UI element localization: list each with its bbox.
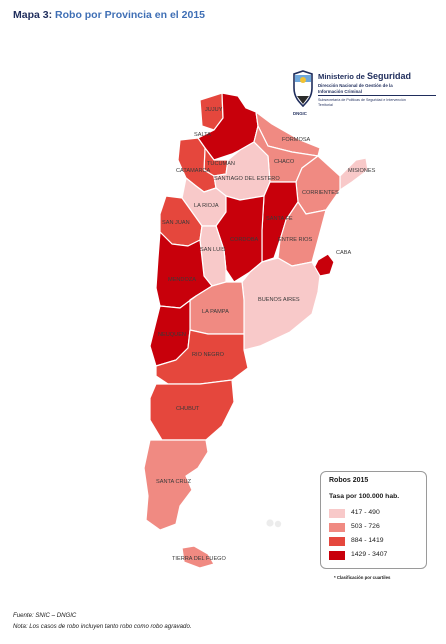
dngic-acronym: DNGIC bbox=[293, 111, 307, 116]
province-label-formosa: FORMOSA bbox=[282, 137, 311, 143]
province-cordoba[interactable] bbox=[215, 195, 265, 283]
province-label-corrientes: CORRIENTES bbox=[302, 190, 339, 196]
ministry-logo: Ministerio de Seguridad Dirección Nacion… bbox=[290, 70, 440, 122]
legend-swatch-2 bbox=[329, 523, 345, 532]
legend-swatch-1 bbox=[329, 509, 345, 518]
province-label-rio-negro: RIO NEGRO bbox=[192, 352, 225, 358]
ministry-name: Ministerio de Seguridad bbox=[318, 71, 411, 81]
logo-divider bbox=[318, 95, 436, 96]
province-label-tierra-del-fuego: TIERRA DEL FUEGO bbox=[172, 556, 227, 562]
footer-note: Nota: Los casos de robo incluyen tanto r… bbox=[13, 623, 192, 630]
province-tierra-del-fuego[interactable] bbox=[181, 545, 215, 569]
province-chubut[interactable] bbox=[149, 379, 235, 441]
title-separator: : bbox=[48, 9, 56, 21]
map-number: Mapa 3 bbox=[13, 9, 49, 21]
province-buenos-aires[interactable] bbox=[241, 257, 321, 351]
source-note: Fuente: SNIC – DNGIC bbox=[13, 612, 77, 619]
subsecretariat-line2: Territorial bbox=[318, 103, 333, 107]
legend-swatch-4 bbox=[329, 551, 345, 560]
province-label-santa-cruz: SANTA CRUZ bbox=[156, 479, 192, 485]
legend-label-3: 884 - 1419 bbox=[351, 537, 384, 544]
province-label-san-juan: SAN JUAN bbox=[162, 220, 190, 226]
province-label-buenos-aires: BUENOS AIRES bbox=[258, 297, 300, 303]
province-label-san-luis: SAN LUIS bbox=[200, 247, 226, 253]
province-misiones[interactable] bbox=[339, 157, 369, 191]
province-label-caba: CABA bbox=[336, 250, 352, 256]
map-title-text: Robo por Provincia en el 2015 bbox=[55, 9, 205, 21]
province-label-neuquen: NEUQUEN bbox=[158, 332, 186, 338]
province-label-la-pampa: LA PAMPA bbox=[202, 309, 229, 315]
province-label-chaco: CHACO bbox=[274, 159, 295, 165]
province-label-salta: SALTA bbox=[194, 132, 211, 138]
province-label-misiones: MISIONES bbox=[348, 168, 376, 174]
province-label-la-rioja: LA RIOJA bbox=[194, 203, 219, 209]
legend-swatch-3 bbox=[329, 537, 345, 546]
directorate-line2: Información Criminal bbox=[318, 89, 362, 94]
province-label-tucuman: TUCUMAN bbox=[207, 161, 235, 167]
malvinas-islands-east bbox=[274, 520, 282, 528]
province-salta[interactable] bbox=[197, 92, 259, 161]
classification-note: * Clasificación por cuartiles bbox=[334, 575, 391, 580]
province-label-santa-fe: SANTA FE bbox=[266, 216, 293, 222]
malvinas-islands bbox=[266, 519, 274, 527]
legend-label-1: 417 - 490 bbox=[351, 509, 380, 516]
subsecretariat-line1: Subsecretaría de Políticas de Seguridad … bbox=[318, 98, 406, 102]
province-santa-cruz[interactable] bbox=[143, 439, 209, 531]
province-label-chubut: CHUBUT bbox=[176, 406, 200, 412]
map-title: Mapa 3: Robo por Provincia en el 2015 bbox=[13, 9, 205, 21]
province-label-jujuy: JUJUY bbox=[205, 107, 223, 113]
province-entre-rios[interactable] bbox=[277, 201, 327, 267]
legend-subtitle: Tasa por 100.000 hab. bbox=[329, 493, 400, 500]
province-label-mendoza: MENDOZA bbox=[168, 277, 196, 283]
coat-of-arms-icon bbox=[293, 70, 313, 108]
province-label-catamarca: CATAMARCA bbox=[176, 168, 211, 174]
legend-title: Robos 2015 bbox=[329, 477, 369, 484]
directorate-line1: Dirección Nacional de Gestión de la bbox=[318, 83, 393, 88]
legend-label-2: 503 - 726 bbox=[351, 523, 380, 530]
legend-label-4: 1429 - 3407 bbox=[351, 551, 388, 558]
province-label-entre-rios: ENTRE RIOS bbox=[278, 237, 312, 243]
province-label-cordoba: CORDOBA bbox=[230, 237, 259, 243]
map-legend: Robos 2015 Tasa por 100.000 hab. 417 - 4… bbox=[320, 471, 427, 569]
province-label-santiago-del-estero: SANTIAGO DEL ESTERO bbox=[214, 176, 280, 182]
